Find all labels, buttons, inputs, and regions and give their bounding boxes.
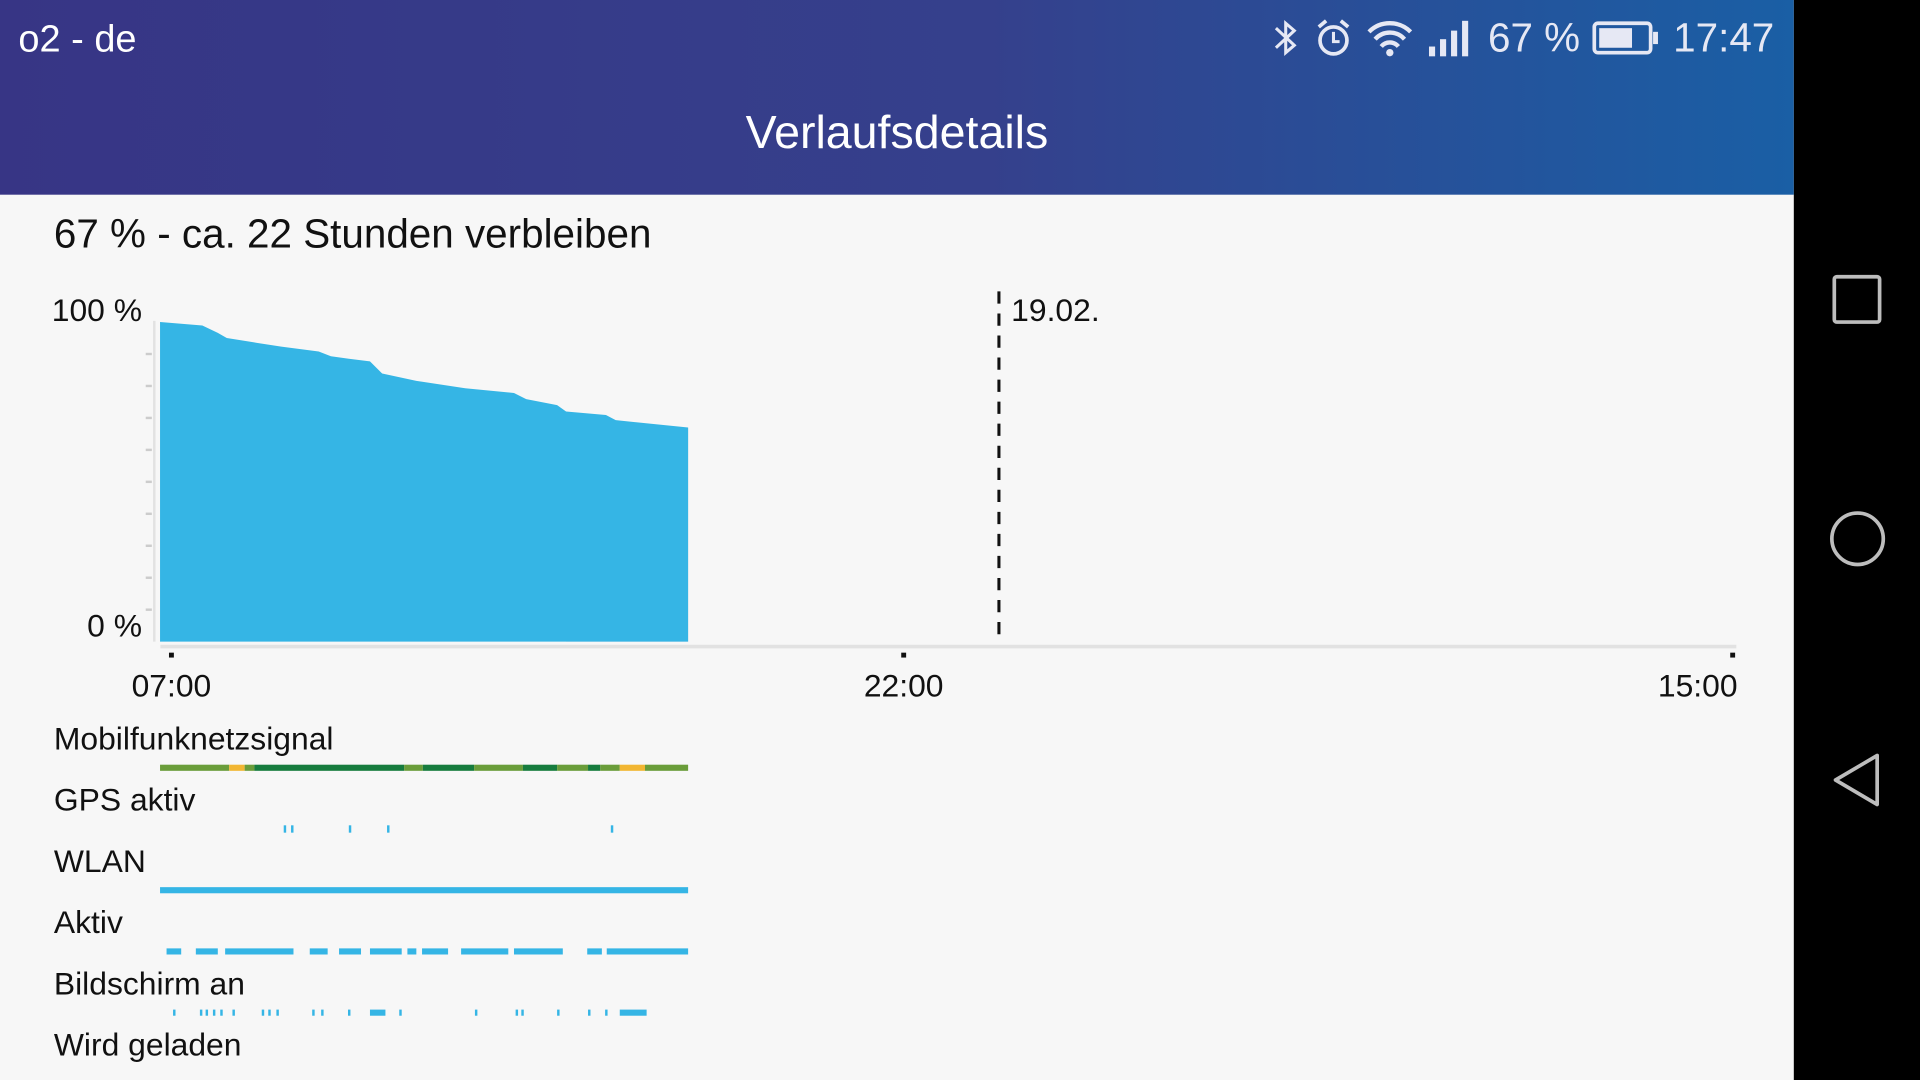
track-segment (404, 764, 423, 771)
track-segment (521, 1009, 524, 1016)
track-segment (474, 764, 523, 771)
track-segment (513, 948, 563, 955)
track-segment (339, 948, 362, 955)
x-tick-1500 (1730, 652, 1736, 658)
bluetooth-icon (1275, 19, 1297, 56)
track-segment (205, 1009, 209, 1016)
wifi-icon (1367, 21, 1413, 57)
battery-icon (1592, 21, 1659, 55)
track-segment (225, 948, 294, 955)
track-segment (369, 948, 402, 955)
navigation-bar (1793, 0, 1920, 1080)
track-segment (605, 1009, 608, 1016)
track-segment (422, 948, 449, 955)
track-label-charging: Wird geladen (53, 1026, 242, 1063)
track-segment (610, 825, 614, 833)
track-segment (173, 1009, 176, 1016)
x-tick-0700 (168, 652, 174, 658)
track-segment (348, 825, 352, 833)
track-segment (321, 1009, 324, 1016)
track-segment (160, 764, 230, 771)
track-label-signal: Mobilfunknetzsignal (53, 720, 334, 757)
track-segment (309, 948, 328, 955)
track-segment (232, 1009, 235, 1016)
track-segment (244, 764, 255, 771)
track-segment (166, 948, 182, 955)
track-segment (261, 1009, 265, 1016)
battery-percent: 67 % (1487, 14, 1581, 61)
track-segment (254, 764, 405, 771)
track-segment (283, 825, 287, 833)
home-button[interactable] (1828, 509, 1887, 568)
track-segment (515, 1009, 519, 1016)
track-label-active: Aktiv (53, 903, 123, 941)
track-segment (587, 948, 602, 955)
track-segment (312, 1009, 315, 1016)
track-segment (347, 1009, 351, 1016)
track-segment (522, 764, 558, 771)
page-title: Verlaufsdetails (745, 107, 1049, 160)
x-tick-label-1500: 15:00 (1658, 668, 1738, 704)
track-segment (220, 1009, 223, 1016)
battery-history-chart: 100 % 0 % 19.02. 07:00 22:00 15:00 (52, 291, 1738, 1016)
track-segment (276, 1009, 279, 1016)
screen: o2 - de 67 % 17:47 Verlaufsdetails 67 % … (0, 0, 1794, 1080)
track-segment (160, 887, 689, 894)
track-segment (619, 764, 645, 771)
track-segment (588, 1009, 591, 1016)
track-segment (557, 1009, 560, 1016)
track-segment (422, 764, 475, 771)
track-segment (399, 1009, 402, 1016)
app-bar: o2 - de 67 % 17:47 Verlaufsdetails (0, 0, 1794, 195)
track-segment (644, 764, 689, 771)
track-segment (291, 825, 294, 833)
track-segment (369, 1009, 386, 1016)
track-segment (606, 948, 689, 955)
track-segment (195, 948, 218, 955)
track-segment (461, 948, 509, 955)
track-segment (268, 1009, 271, 1016)
recents-button[interactable] (1831, 272, 1885, 326)
x-tick-label-2200: 22:00 (864, 668, 944, 704)
track-label-gps: GPS aktiv (53, 781, 196, 818)
date-marker-label: 19.02. (1011, 292, 1099, 328)
track-segment (619, 1009, 647, 1016)
track-segment (387, 825, 390, 833)
y-tick-label-0: 0 % (87, 608, 142, 644)
y-tick-label-100: 100 % (52, 292, 142, 328)
activity-tracks (160, 764, 689, 1016)
track-label-wlan: WLAN (53, 842, 146, 880)
track-segment (474, 1009, 478, 1016)
battery-summary: 67 % - ca. 22 Stunden verbleiben (53, 210, 652, 256)
x-tick-label-0700: 07:00 (132, 668, 212, 704)
alarm-icon (1317, 19, 1350, 56)
track-segment (212, 1009, 216, 1016)
track-segment (199, 1009, 203, 1016)
track-segment (229, 764, 245, 771)
back-button[interactable] (1831, 752, 1885, 808)
track-label-screen-on: Bildschirm an (53, 964, 245, 1002)
x-tick-2200 (901, 652, 907, 658)
clock: 17:47 (1673, 14, 1775, 61)
signal-icon (1429, 20, 1469, 57)
track-segment (407, 948, 417, 955)
track-segment (557, 764, 589, 771)
status-icons: 67 % 17:47 (1270, 15, 1774, 62)
carrier-label: o2 - de (18, 17, 137, 61)
track-segment (600, 764, 620, 771)
battery-level-area (160, 322, 689, 642)
track-segment (588, 764, 601, 771)
